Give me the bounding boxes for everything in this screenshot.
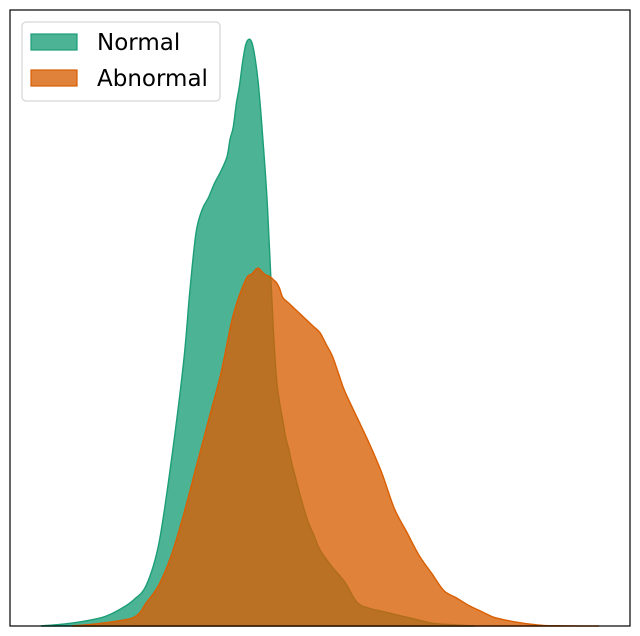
legend-item-normal: Normal [30,30,180,56]
legend-item-abnormal: Abnormal [30,66,208,92]
legend-swatch-abnormal [30,69,78,87]
plot-frame [9,9,631,627]
legend: Normal Abnormal [21,21,221,102]
legend-swatch-normal [30,33,78,51]
legend-label-abnormal: Abnormal [97,66,208,92]
legend-label-normal: Normal [97,30,180,56]
series-layer [40,38,600,627]
density-area-abnormal [71,267,600,627]
